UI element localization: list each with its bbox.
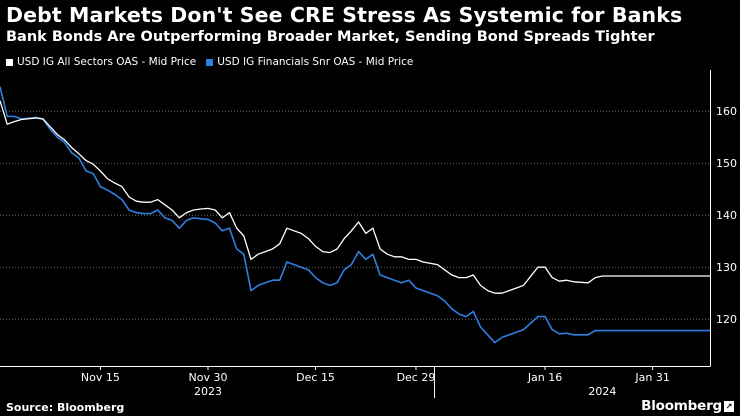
gridlines: [0, 110, 710, 320]
y-tick-label-120: 120: [716, 313, 737, 326]
year-label-1: 2024: [588, 385, 616, 398]
legend: USD IG All Sectors OAS - Mid Price USD I…: [6, 55, 423, 69]
y-tick-label-150: 150: [716, 157, 737, 170]
legend-swatch-all-sectors: [6, 58, 13, 66]
series-line-all-sectors: [0, 100, 710, 294]
legend-item-financials: USD IG Financials Snr OAS - Mid Price: [206, 56, 413, 68]
x-tick-label-1: Nov 30: [188, 371, 227, 384]
expand-icon: ↗: [724, 401, 734, 412]
axes: [0, 70, 711, 398]
y-tick-label-130: 130: [716, 261, 737, 274]
x-tick-label-4: Jan 16: [527, 371, 562, 384]
y-tick-label-140: 140: [716, 209, 737, 222]
x-tick-label-3: Dec 29: [397, 371, 436, 384]
x-tick-label-2: Dec 15: [296, 371, 335, 384]
legend-swatch-financials: [206, 58, 214, 66]
legend-label-financials: USD IG Financials Snr OAS - Mid Price: [217, 56, 414, 68]
chart-title: Debt Markets Don't See CRE Stress As Sys…: [6, 3, 683, 27]
source-note: Source: Bloomberg: [6, 401, 125, 414]
chart-subtitle: Bank Bonds Are Outperforming Broader Mar…: [6, 29, 655, 45]
brand-logo: Bloomberg: [641, 398, 722, 414]
series-line-financials: [0, 86, 710, 344]
legend-label-all-sectors: USD IG All Sectors OAS - Mid Price: [17, 56, 197, 68]
legend-item-all-sectors: USD IG All Sectors OAS - Mid Price: [6, 56, 196, 68]
x-tick-label-5: Jan 31: [634, 371, 669, 384]
series: [0, 86, 710, 344]
tick-labels: 120 130 140 150 160 Nov 15 Nov 30 Dec 15 Dec 29 J…: [81, 105, 737, 398]
y-tick-label-160: 160: [716, 105, 737, 118]
x-tick-label-0: Nov 15: [81, 371, 120, 384]
year-label-0: 2023: [194, 385, 222, 398]
